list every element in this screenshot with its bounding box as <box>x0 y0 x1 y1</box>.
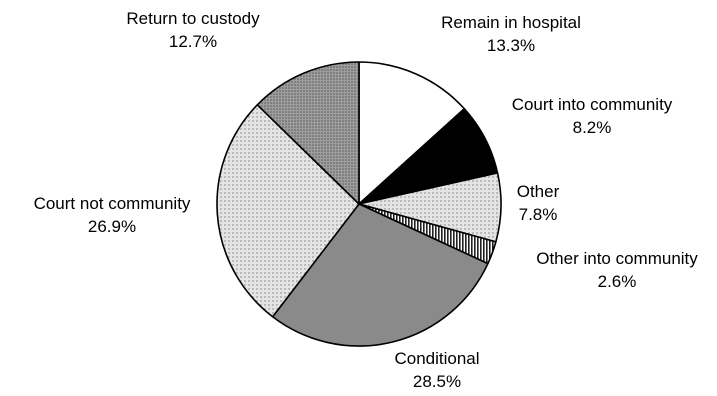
slice-label-name: Court into community <box>512 95 673 114</box>
slice-label-court-into-community: Court into community 8.2% <box>512 95 673 137</box>
pie-slices <box>216 61 502 347</box>
slice-label-percent: 12.7% <box>169 32 217 51</box>
slice-label-name: Other <box>517 182 560 201</box>
slice-label-percent: 2.6% <box>598 272 637 291</box>
slice-label-name: Court not community <box>34 194 191 213</box>
slice-label-name: Remain in hospital <box>441 13 581 32</box>
slice-label-percent: 28.5% <box>413 372 461 391</box>
pie-slice-remain-in-hospital <box>358 61 466 205</box>
slice-label-name: Other into community <box>536 249 698 268</box>
slice-label-other: Other 7.8% <box>517 182 560 224</box>
slice-label-remain-in-hospital: Remain in hospital 13.3% <box>441 13 581 55</box>
slice-label-percent: 13.3% <box>487 36 535 55</box>
pie-slice-return-to-custody <box>256 61 360 205</box>
slice-label-court-not-community: Court not community 26.9% <box>34 194 191 236</box>
slice-label-name: Conditional <box>394 349 479 368</box>
slice-label-percent: 8.2% <box>573 118 612 137</box>
pie-slice-court-not-community <box>216 104 360 318</box>
slice-label-percent: 26.9% <box>88 217 136 236</box>
slice-label-conditional: Conditional 28.5% <box>394 349 479 391</box>
slice-label-percent: 7.8% <box>519 205 558 224</box>
slice-label-name: Return to custody <box>126 9 260 28</box>
slice-label-return-to-custody: Return to custody 12.7% <box>126 9 260 51</box>
slice-label-other-into-community: Other into community 2.6% <box>536 249 698 291</box>
pie-labels: Remain in hospital 13.3% Court into commun… <box>34 9 699 391</box>
pie-slice-conditional <box>271 203 489 347</box>
